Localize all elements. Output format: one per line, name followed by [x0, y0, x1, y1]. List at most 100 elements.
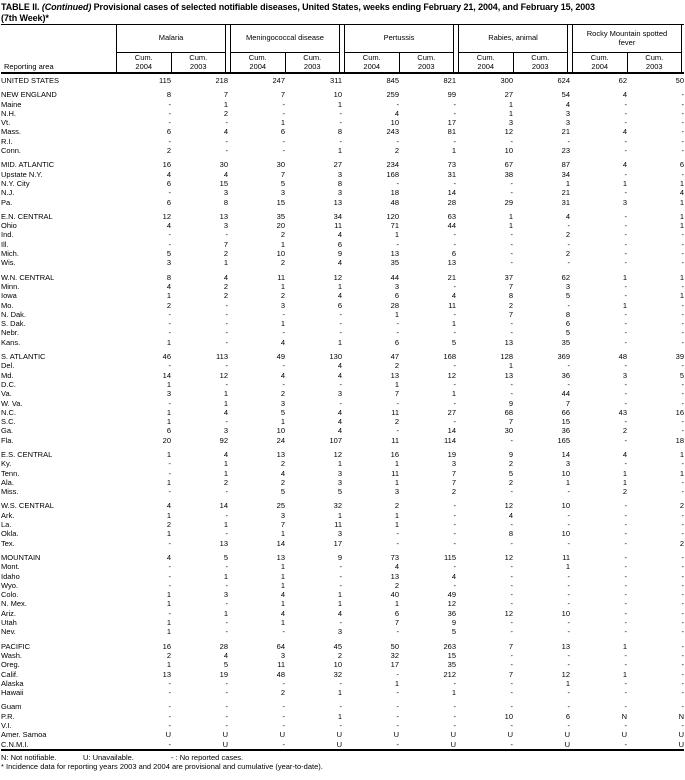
cell: - — [510, 435, 514, 445]
table-row: Maine - 1 - 1 - - 1 4 - - — [1, 100, 684, 109]
cell: 1 — [679, 468, 684, 478]
row-label: Miss. — [1, 487, 19, 497]
column-group: Rabies, animal Cum. 2004 Cum. 2003 — [456, 25, 570, 72]
cell: 68 — [504, 407, 513, 417]
cell: 7 — [451, 477, 456, 487]
cell: 4 — [622, 160, 627, 170]
cell: 5 — [508, 468, 513, 478]
cell: - — [453, 379, 457, 389]
table-row: Tenn. -1 4 3 11 7 5 10 1 1 — [1, 469, 684, 478]
cell: 45 — [333, 641, 342, 651]
cell: 13 — [162, 669, 171, 679]
cell: 12 — [333, 449, 342, 459]
cell: 2 — [565, 249, 570, 259]
cell: - — [168, 487, 172, 497]
cell: 1 — [565, 562, 570, 572]
row-label: C.N.M.I. — [1, 739, 29, 749]
row-label: Ga. — [1, 426, 14, 436]
cell: 14 — [162, 370, 171, 380]
cell: 8 — [166, 272, 171, 282]
cell: 218 — [215, 76, 228, 85]
column-group: Pertussis Cum. 2004 Cum. 2003 — [342, 25, 456, 72]
cell: - — [624, 211, 628, 221]
cell: 35 — [390, 258, 399, 268]
cell: 2 — [223, 477, 228, 487]
cell: - — [624, 221, 628, 231]
cell: - — [168, 562, 172, 572]
cell: 4 — [622, 90, 627, 100]
cell: 21 — [561, 188, 570, 198]
cell: 30 — [219, 160, 228, 170]
cell: - — [339, 328, 343, 338]
cell: 63 — [447, 211, 456, 221]
cell: - — [510, 739, 514, 749]
cell: 49 — [276, 352, 285, 362]
row-label: P.R. — [1, 711, 15, 721]
cell: 1 — [394, 477, 399, 487]
cell: 311 — [330, 76, 342, 85]
cell: - — [624, 608, 628, 618]
column-group-label: Meningococcal disease — [231, 25, 339, 53]
cell: - — [624, 580, 628, 590]
cell: N — [621, 711, 627, 721]
cell: 73 — [447, 160, 456, 170]
cell: 7 — [280, 90, 285, 100]
cell: - — [567, 379, 571, 389]
cell: 1 — [280, 599, 285, 609]
cell: 128 — [500, 352, 513, 362]
cell: 1 — [223, 99, 228, 109]
row-label: Nev. — [1, 627, 16, 637]
cell: - — [453, 398, 457, 408]
cell: - — [453, 230, 457, 240]
cell: 10 — [561, 468, 570, 478]
cell: - — [624, 739, 628, 749]
cell: - — [168, 538, 172, 548]
table-row: Okla. 1 - 1 3 - - 8 10 - - — [1, 529, 684, 538]
cell: 3 — [223, 426, 228, 436]
cell: 120 — [386, 211, 399, 221]
row-label: Amer. Samoa — [1, 730, 47, 740]
cell: - — [681, 281, 685, 291]
row-label: W.S. CENTRAL — [1, 501, 54, 511]
incidence-footnote: * Incidence data for reporting years 200… — [1, 762, 323, 772]
cell: 7 — [451, 468, 456, 478]
cell: - — [567, 660, 571, 670]
cell: 168 — [443, 352, 456, 362]
cell: 10 — [276, 249, 285, 259]
cell: - — [681, 599, 685, 609]
cell: 4 — [166, 169, 171, 179]
cell: 18 — [675, 435, 684, 445]
table-row: N.Y. City 6 15 5 8 - - - 1 1 1 — [1, 179, 684, 188]
cell: - — [624, 249, 628, 259]
table-header: Reporting area Malaria Cum. 2004 Cum. 2003 Me… — [1, 24, 684, 74]
cell: 1 — [280, 562, 285, 572]
cell: 1 — [451, 688, 456, 698]
cell: 3 — [223, 590, 228, 600]
cell: - — [624, 328, 628, 338]
row-label: R.I. — [1, 136, 13, 146]
cell: - — [624, 389, 628, 399]
cell: - — [396, 669, 400, 679]
cell: 12 — [162, 211, 171, 221]
cell: 6 — [394, 337, 399, 347]
cell: 20 — [162, 435, 171, 445]
cell: 9 — [337, 249, 342, 259]
cell: - — [681, 487, 685, 497]
cell: - — [168, 239, 172, 249]
cell: - — [225, 529, 229, 539]
cell: 2 — [280, 477, 285, 487]
cell: - — [225, 319, 229, 329]
cell: 4 — [337, 361, 342, 371]
cell: - — [396, 711, 400, 721]
cell: - — [624, 435, 628, 445]
cell: - — [225, 118, 229, 128]
cell: - — [624, 136, 628, 146]
row-label: Okla. — [1, 529, 19, 539]
cell: 73 — [390, 552, 399, 562]
table-row: Tex. - 13 14 17 - - - - - 2 — [1, 539, 684, 548]
cell: 3 — [280, 398, 285, 408]
cell: 4 — [622, 449, 627, 459]
cell: - — [168, 136, 172, 146]
cell: 4 — [337, 370, 342, 380]
cell: - — [624, 361, 628, 371]
